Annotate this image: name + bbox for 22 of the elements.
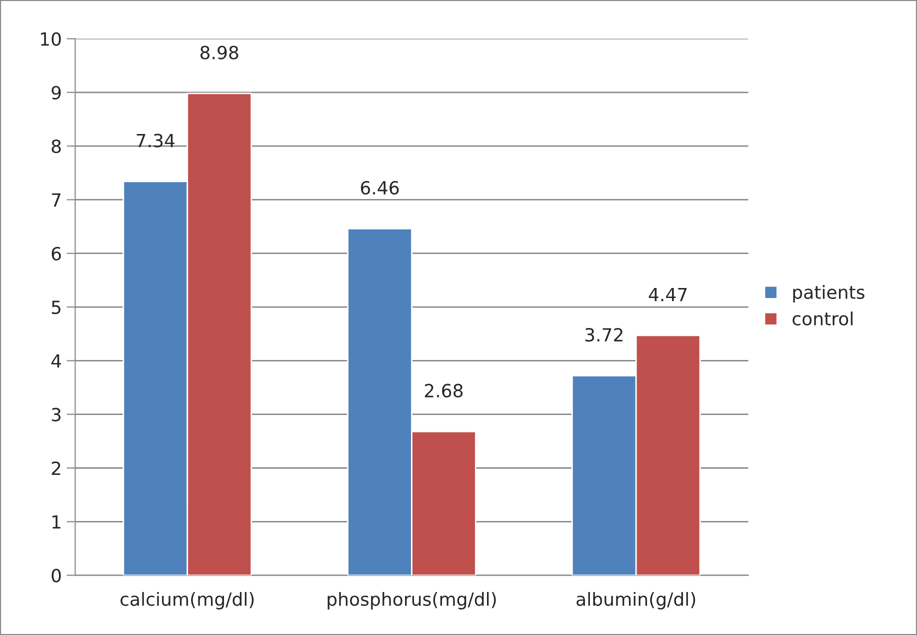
y-tick-label: 8 [52, 140, 61, 154]
data-label: 3.72 [585, 328, 622, 342]
data-label: 8.98 [200, 46, 238, 60]
data-label: 7.34 [136, 134, 174, 148]
y-tick-label: 9 [52, 86, 61, 100]
y-tick-label: 2 [52, 461, 60, 475]
y-tick-label: 0 [52, 568, 61, 582]
y-tick-label: 5 [52, 300, 60, 314]
data-label: 6.46 [360, 180, 399, 195]
legend-label: patients [793, 285, 864, 303]
legend-label: control [792, 312, 852, 326]
data-label: 2.68 [424, 384, 463, 398]
y-tick-label: 3 [52, 408, 61, 422]
y-tick-label: 7 [52, 193, 60, 207]
x-tick-label: calcium(mg/dl) [120, 592, 254, 610]
y-tick-label: 10 [41, 32, 61, 46]
x-tick-label: phosphorus(mg/dl) [328, 592, 496, 610]
y-tick-label: 1 [52, 515, 60, 529]
data-label: 4.47 [648, 288, 687, 302]
x-tick-label: albumin(g/dl) [576, 592, 696, 610]
y-tick-label: 4 [51, 354, 61, 368]
y-tick-label: 6 [52, 246, 61, 260]
